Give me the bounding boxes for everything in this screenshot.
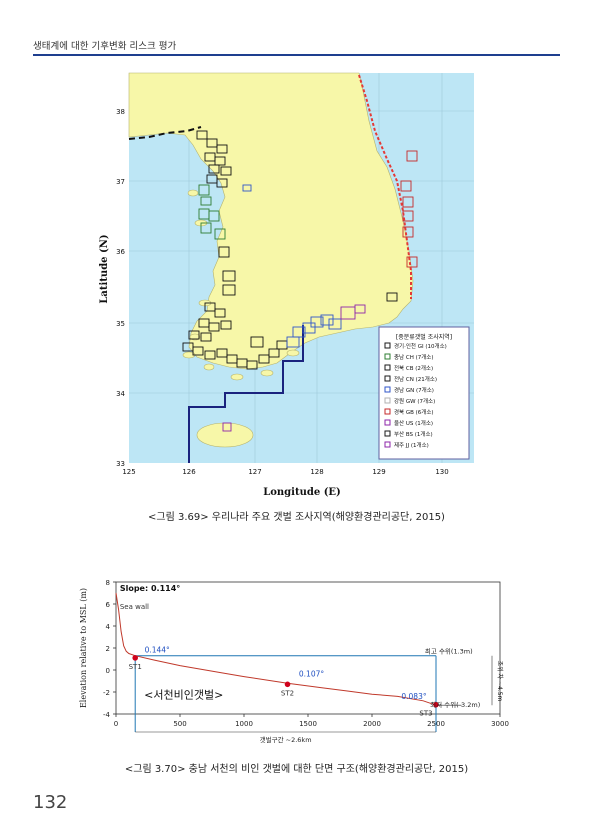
survey-boundary-line — [188, 325, 304, 463]
tidal-range-label: 조위 차 ~4.5m — [496, 661, 504, 702]
high-tide-label: 최고 수위(1.3m) — [425, 647, 473, 656]
y-tick-label-3: 2 — [106, 645, 110, 653]
page-number: 132 — [33, 792, 68, 813]
y-axis-label: Elevation relative to MSL (m) — [79, 588, 88, 708]
slope-label-3: 0.083° — [401, 692, 426, 701]
islands — [182, 189, 300, 381]
header-rule — [33, 54, 560, 56]
x-tick-126: 126 — [182, 468, 196, 476]
x-axis-label: Longitude (E) — [263, 487, 341, 498]
legend-swatch-7 — [384, 419, 391, 426]
y-axis-label: Latitude (N) — [99, 234, 110, 303]
legend-swatch-1 — [384, 353, 391, 360]
legend-item-9: 제주 JJ (1개소) — [394, 441, 429, 449]
slope-label-1: 0.144° — [145, 646, 170, 655]
y-tick-label-4: 0 — [106, 667, 110, 675]
east-coast-survey-line — [358, 74, 412, 299]
figure1-caption: <그림 3.69> 우리나라 주요 갯벌 조사지역(해양환경관리공단, 2015… — [148, 512, 445, 523]
station-label-1: ST1 — [129, 663, 142, 671]
y-tick-label-6: -4 — [103, 711, 111, 719]
x-tick-label-3: 1500 — [299, 720, 317, 728]
y-tick-38: 38 — [116, 108, 125, 116]
y-tick-37: 37 — [116, 178, 125, 186]
slope-title: Slope: 0.114° — [120, 584, 180, 593]
x-tick-125: 125 — [122, 468, 135, 476]
site-name-label: <서천비인갯벌> — [144, 688, 223, 702]
y-tick-label-0: 8 — [106, 579, 110, 587]
header-title: 생태계에 대한 기후변화 리스크 평가 — [33, 41, 177, 52]
legend-swatch-3 — [384, 375, 391, 382]
x-tick-129: 129 — [372, 468, 385, 476]
legend-item-6: 경북 GB (6개소) — [394, 408, 434, 416]
legend-item-1: 충남 CH (7개소) — [394, 353, 434, 361]
legend-item-3: 전남 CN (21개소) — [394, 375, 437, 383]
sea-wall-label: Sea wall — [120, 603, 149, 611]
legend-title: [중분류갯벌 조사지역] — [396, 333, 452, 341]
legend-item-8: 부산 BS (1개소) — [394, 430, 433, 438]
station-label-3: ST3 — [419, 710, 432, 718]
map-legend: [중분류갯벌 조사지역] 경기·인천 GI (10개소) 충남 CH (7개소) 전… — [378, 326, 470, 460]
x-tick-130: 130 — [435, 468, 448, 476]
legend-swatch-9 — [384, 441, 391, 448]
y-tick-34: 34 — [116, 390, 125, 398]
jeju-island — [196, 422, 254, 448]
y-tick-label-2: 4 — [106, 623, 111, 631]
legend-swatch-6 — [384, 408, 391, 415]
legend-swatch-8 — [384, 430, 391, 437]
y-tick-35: 35 — [116, 320, 125, 328]
station-label-2: ST2 — [281, 689, 294, 697]
legend-item-5: 강원 GW (7개소) — [394, 397, 435, 405]
station-marker-1 — [132, 655, 138, 661]
x-tick-label-6: 3000 — [491, 720, 509, 728]
y-tick-36: 36 — [116, 248, 125, 256]
figure2-caption: <그림 3.70> 충남 서천의 비인 갯벌에 대한 단면 구조(해양환경관리공… — [124, 764, 469, 775]
legend-item-2: 전북 CB (2개소) — [394, 364, 433, 372]
legend-item-0: 경기·인천 GI (10개소) — [394, 342, 447, 350]
y-tick-label-5: -2 — [103, 689, 110, 697]
survey-site-boxes — [182, 130, 418, 432]
survey-map-figure: [중분류갯벌 조사지역] 경기·인천 GI (10개소) 충남 CH (7개소) 전… — [99, 72, 474, 498]
x-tick-label-2: 1000 — [235, 720, 253, 728]
profile-chart-figure: 86420-2-4050010001500200025003000Elevati… — [79, 579, 509, 744]
x-tick-label-4: 2000 — [363, 720, 381, 728]
y-tick-label-1: 6 — [106, 601, 111, 609]
legend-swatch-0 — [384, 342, 391, 349]
slope-label-2: 0.107° — [299, 669, 324, 678]
legend-swatch-4 — [384, 386, 391, 393]
x-tick-label-1: 500 — [173, 720, 186, 728]
x-tick-127: 127 — [248, 468, 261, 476]
station-marker-3 — [433, 701, 439, 708]
legend-swatch-2 — [384, 364, 391, 371]
legend-item-7: 울산 US (1개소) — [394, 419, 433, 427]
mudflat-span-label: 갯벌구간 ~2.6km — [260, 735, 312, 744]
station-marker-2 — [284, 681, 291, 688]
elevation-profile-line — [115, 592, 437, 706]
legend-swatch-5 — [384, 397, 391, 404]
legend-item-4: 경남 GN (7개소) — [394, 386, 434, 394]
y-tick-33: 33 — [116, 460, 125, 468]
x-tick-128: 128 — [310, 468, 323, 476]
dmz-dashed-line — [128, 126, 202, 140]
x-tick-label-0: 0 — [114, 720, 118, 728]
low-tide-label: 최저 수위(-3.2m) — [430, 700, 480, 709]
